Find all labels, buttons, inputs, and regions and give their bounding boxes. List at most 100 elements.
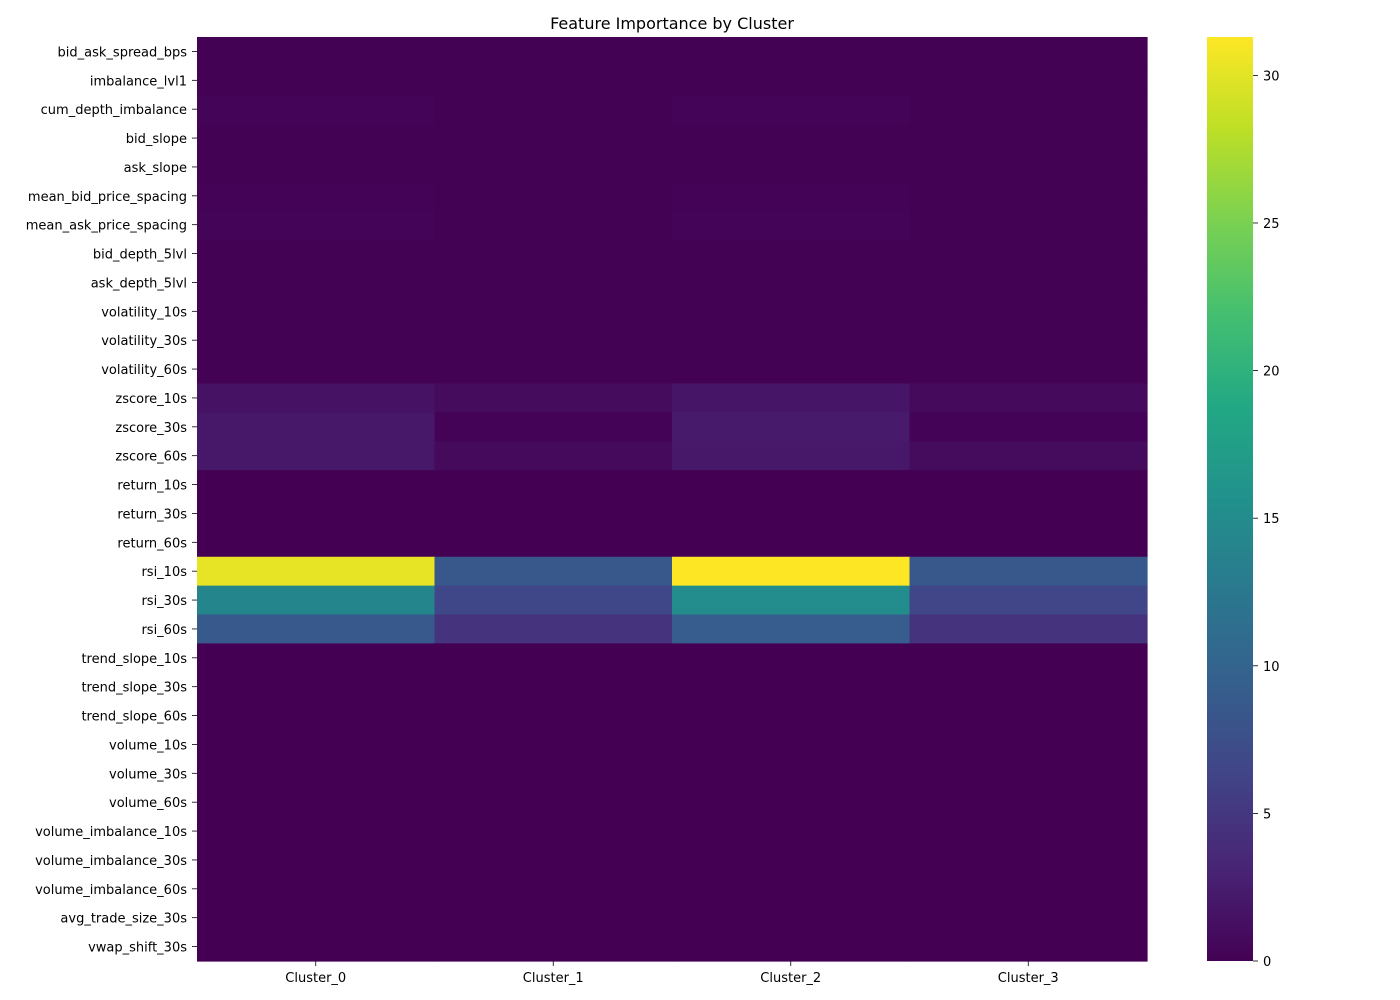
heatmap-cell-trend-slope-10s-cluster-0 xyxy=(197,643,436,673)
heatmap-cell-ask-depth-5lvl-cluster-1 xyxy=(434,268,673,298)
heatmap-cell-mean-bid-price-spacing-cluster-2 xyxy=(672,181,911,211)
heatmap-cell-trend-slope-10s-cluster-1 xyxy=(434,643,673,673)
heatmap-cell-volume-imbalance-60s-cluster-3 xyxy=(909,874,1148,904)
heatmap-cell-vwap-shift-30s-cluster-2 xyxy=(672,932,911,962)
row-label-bid-depth-5lvl: bid_depth_5lvl xyxy=(93,248,187,263)
row-label-return-60s: return_60s xyxy=(117,536,187,551)
heatmap-cell-volatility-10s-cluster-0 xyxy=(197,296,436,327)
heatmap-cell-rsi-60s-cluster-0 xyxy=(197,614,436,644)
heatmap-cell-rsi-30s-cluster-2 xyxy=(672,585,911,616)
heatmap-cell-bid-ask-spread-bps-cluster-3 xyxy=(909,37,1148,67)
heatmap-cell-zscore-10s-cluster-0 xyxy=(197,383,436,413)
heatmap-cell-volume-30s-cluster-1 xyxy=(434,758,673,789)
heatmap-cell-return-60s-cluster-1 xyxy=(434,527,673,558)
heatmap-cell-volume-30s-cluster-0 xyxy=(197,758,436,789)
colorbar-tick-label: 30 xyxy=(1263,69,1280,84)
heatmap-cell-bid-depth-5lvl-cluster-2 xyxy=(672,239,911,269)
heatmap-cell-avg-trade-size-30s-cluster-0 xyxy=(197,903,436,933)
heatmap-cell-avg-trade-size-30s-cluster-1 xyxy=(434,903,673,933)
heatmap-cell-return-60s-cluster-2 xyxy=(672,527,911,558)
row-label-rsi-30s: rsi_30s xyxy=(141,594,187,609)
heatmap-cell-volume-10s-cluster-2 xyxy=(672,730,911,760)
row-label-zscore-10s: zscore_10s xyxy=(115,392,187,407)
colorbar-tick-label: 15 xyxy=(1263,512,1280,527)
heatmap-cell-mean-bid-price-spacing-cluster-3 xyxy=(909,181,1148,211)
row-label-volume-imbalance-30s: volume_imbalance_30s xyxy=(35,854,187,869)
colorbar-tick-label: 0 xyxy=(1263,955,1271,970)
column-label-cluster-1: Cluster_1 xyxy=(523,971,584,986)
heatmap-cell-vwap-shift-30s-cluster-3 xyxy=(909,932,1148,962)
heatmap-cell-return-10s-cluster-3 xyxy=(909,470,1148,500)
heatmap-cell-return-10s-cluster-0 xyxy=(197,470,436,500)
heatmap-cell-mean-ask-price-spacing-cluster-1 xyxy=(434,210,673,240)
colorbar-tick-label: 25 xyxy=(1263,217,1280,232)
heatmap-cell-ask-depth-5lvl-cluster-2 xyxy=(672,268,911,298)
heatmap-cell-zscore-60s-cluster-1 xyxy=(434,441,673,471)
row-label-bid-ask-spread-bps: bid_ask_spread_bps xyxy=(58,45,188,60)
heatmap-cell-volume-imbalance-30s-cluster-2 xyxy=(672,845,911,875)
heatmap-cell-volume-imbalance-10s-cluster-0 xyxy=(197,816,436,847)
heatmap-cell-ask-slope-cluster-3 xyxy=(909,152,1148,182)
column-label-cluster-2: Cluster_2 xyxy=(760,971,821,986)
heatmap-cell-volatility-30s-cluster-0 xyxy=(197,325,436,356)
row-label-zscore-60s: zscore_60s xyxy=(115,450,187,465)
heatmap-cell-volume-imbalance-30s-cluster-0 xyxy=(197,845,436,875)
heatmap-cell-bid-depth-5lvl-cluster-1 xyxy=(434,239,673,269)
colorbar-tick-label: 5 xyxy=(1263,807,1271,822)
heatmap-cells xyxy=(197,37,1148,962)
heatmap-cell-zscore-10s-cluster-1 xyxy=(434,383,673,413)
colorbar-tick-label: 10 xyxy=(1263,660,1280,675)
heatmap-cell-volatility-30s-cluster-1 xyxy=(434,325,673,356)
heatmap-cell-volume-10s-cluster-1 xyxy=(434,730,673,760)
heatmap-cell-volume-60s-cluster-2 xyxy=(672,787,911,818)
row-label-zscore-30s: zscore_30s xyxy=(115,421,187,436)
heatmap-cell-zscore-30s-cluster-3 xyxy=(909,412,1148,442)
heatmap-cell-rsi-10s-cluster-1 xyxy=(434,556,673,587)
heatmap-cell-vwap-shift-30s-cluster-1 xyxy=(434,932,673,962)
row-label-return-10s: return_10s xyxy=(117,479,187,494)
row-label-volume-imbalance-10s: volume_imbalance_10s xyxy=(35,825,187,840)
colorbar-gradient xyxy=(1207,37,1253,961)
column-label-cluster-3: Cluster_3 xyxy=(998,971,1059,986)
heatmap-cell-rsi-10s-cluster-0 xyxy=(197,556,436,587)
heatmap-cell-mean-ask-price-spacing-cluster-0 xyxy=(197,210,436,240)
row-label-rsi-60s: rsi_60s xyxy=(141,623,187,638)
heatmap-cell-volatility-60s-cluster-0 xyxy=(197,354,436,385)
heatmap-cell-bid-depth-5lvl-cluster-3 xyxy=(909,239,1148,269)
heatmap-cell-volume-imbalance-60s-cluster-2 xyxy=(672,874,911,904)
heatmap-cell-volatility-60s-cluster-2 xyxy=(672,354,911,385)
heatmap-cell-volatility-60s-cluster-1 xyxy=(434,354,673,385)
heatmap-cell-rsi-30s-cluster-1 xyxy=(434,585,673,616)
heatmap-cell-return-10s-cluster-1 xyxy=(434,470,673,500)
heatmap-cell-volume-imbalance-60s-cluster-1 xyxy=(434,874,673,904)
heatmap-cell-imbalance-lvl1-cluster-0 xyxy=(197,65,436,96)
heatmap-cell-vwap-shift-30s-cluster-0 xyxy=(197,932,436,962)
heatmap-cell-bid-slope-cluster-3 xyxy=(909,123,1148,154)
heatmap-cell-mean-bid-price-spacing-cluster-0 xyxy=(197,181,436,211)
heatmap-cell-rsi-10s-cluster-3 xyxy=(909,556,1148,587)
heatmap-cell-rsi-10s-cluster-2 xyxy=(672,556,911,587)
heatmap-cell-volume-60s-cluster-3 xyxy=(909,787,1148,818)
heatmap-cell-volume-imbalance-30s-cluster-3 xyxy=(909,845,1148,875)
heatmap-cell-rsi-60s-cluster-3 xyxy=(909,614,1148,644)
heatmap-cell-avg-trade-size-30s-cluster-3 xyxy=(909,903,1148,933)
heatmap-cell-return-10s-cluster-2 xyxy=(672,470,911,500)
row-label-vwap-shift-30s: vwap_shift_30s xyxy=(88,941,187,956)
heatmap-cell-zscore-10s-cluster-3 xyxy=(909,383,1148,413)
heatmap-cell-bid-depth-5lvl-cluster-0 xyxy=(197,239,436,269)
heatmap-cell-trend-slope-30s-cluster-3 xyxy=(909,672,1148,702)
heatmap-cell-imbalance-lvl1-cluster-2 xyxy=(672,65,911,96)
heatmap-cell-volume-imbalance-60s-cluster-0 xyxy=(197,874,436,904)
heatmap-cell-zscore-30s-cluster-2 xyxy=(672,412,911,442)
row-label-imbalance-lvl1: imbalance_lvl1 xyxy=(90,74,187,89)
row-label-trend-slope-60s: trend_slope_60s xyxy=(81,710,187,725)
heatmap-cell-volume-60s-cluster-0 xyxy=(197,787,436,818)
row-label-volatility-60s: volatility_60s xyxy=(101,363,187,378)
row-labels: bid_ask_spread_bps imbalance_lvl1 cum_dept… xyxy=(26,45,197,956)
heatmap-cell-bid-slope-cluster-0 xyxy=(197,123,436,154)
row-label-rsi-10s: rsi_10s xyxy=(141,565,187,580)
heatmap-cell-trend-slope-10s-cluster-3 xyxy=(909,643,1148,673)
heatmap-cell-rsi-30s-cluster-3 xyxy=(909,585,1148,616)
heatmap-cell-ask-slope-cluster-1 xyxy=(434,152,673,182)
